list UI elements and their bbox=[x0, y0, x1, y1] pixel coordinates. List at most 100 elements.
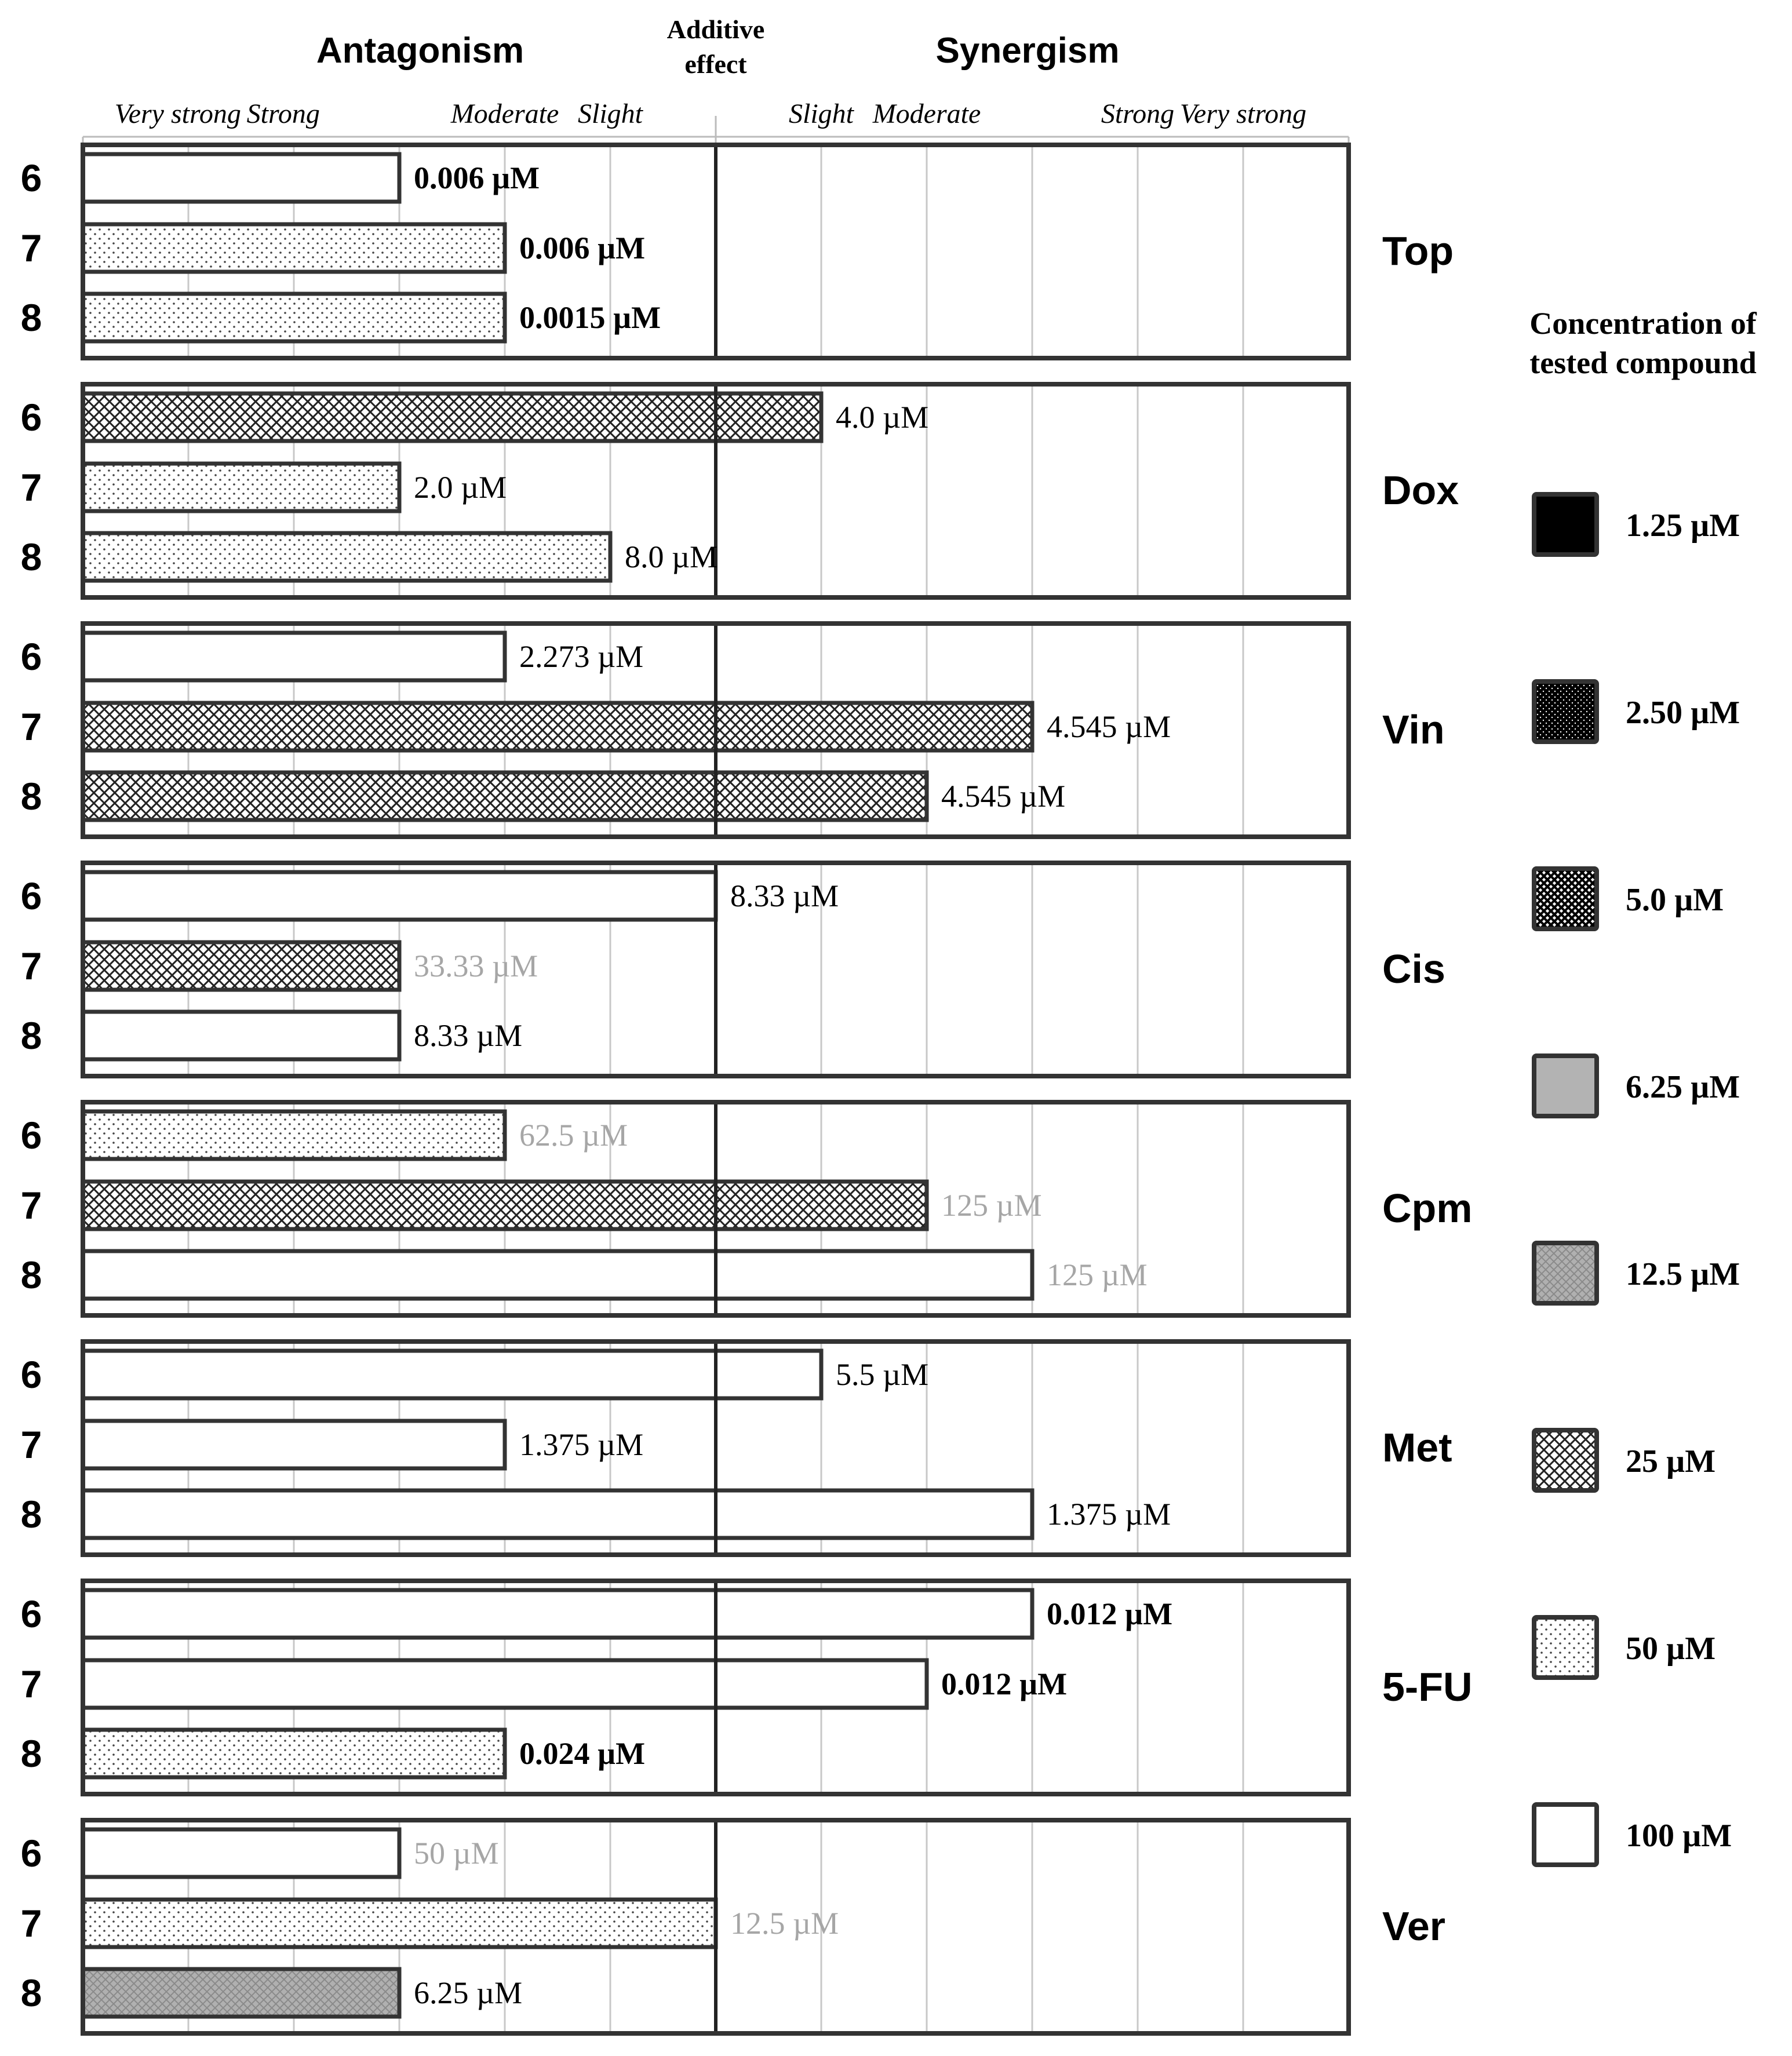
compound-label: 7 bbox=[21, 705, 42, 748]
panel-frame bbox=[81, 1100, 1351, 1318]
compound-label: 6 bbox=[21, 1592, 42, 1635]
value-label: 0.012 µM bbox=[941, 1667, 1067, 1701]
legend-label: 2.50 µM bbox=[1626, 695, 1740, 731]
legend-label: 25 µM bbox=[1626, 1443, 1715, 1479]
bar bbox=[81, 1109, 507, 1161]
value-label: 8.33 µM bbox=[730, 878, 839, 913]
bar bbox=[81, 1827, 402, 1879]
compound-label: 6 bbox=[21, 874, 42, 917]
legend-item: 12.5 µM bbox=[1532, 1241, 1740, 1306]
value-label: 0.006 µM bbox=[414, 161, 540, 195]
drug-label: Ver bbox=[1382, 1904, 1445, 1949]
bar bbox=[81, 870, 718, 922]
legend-swatch bbox=[1532, 1615, 1599, 1680]
bar bbox=[81, 1488, 1035, 1540]
panel-frame bbox=[81, 861, 1351, 1078]
compound-label: 7 bbox=[21, 1902, 42, 1945]
scale-label: Slight bbox=[578, 99, 644, 129]
bar bbox=[81, 1419, 507, 1471]
drug-label: Cis bbox=[1382, 946, 1445, 991]
value-label: 8.0 µM bbox=[625, 539, 717, 574]
compound-label: 8 bbox=[21, 1493, 42, 1536]
panel-top: 6 0.006 µM 7 0.006 µM 8 0.0015 µM Top bbox=[21, 143, 1454, 360]
legend-swatch bbox=[1532, 492, 1599, 557]
value-label: 0.006 µM bbox=[519, 231, 645, 265]
value-label: 1.375 µM bbox=[519, 1427, 643, 1462]
panel-frame bbox=[81, 621, 1351, 839]
scale-label: Strong bbox=[1101, 99, 1174, 129]
legend-item: 50 µM bbox=[1532, 1615, 1715, 1680]
value-label: 6.25 µM bbox=[414, 1975, 522, 2010]
panel-dox: 6 4.0 µM 7 2.0 µM 8 8.0 µM Dox bbox=[21, 382, 1459, 600]
compound-label: 8 bbox=[21, 1253, 42, 1296]
value-label: 8.33 µM bbox=[414, 1018, 522, 1053]
panels: 6 0.006 µM 7 0.006 µM 8 0.0015 µM Top 6 4.0 µM 7 2… bbox=[21, 143, 1473, 2036]
value-label: 0.024 µM bbox=[519, 1736, 645, 1771]
panel-frame bbox=[81, 143, 1351, 360]
bar bbox=[81, 940, 402, 992]
legend-label: 100 µM bbox=[1626, 1818, 1732, 1854]
panel-frame bbox=[81, 1818, 1351, 2036]
value-label: 0.012 µM bbox=[1047, 1596, 1172, 1631]
compound-label: 7 bbox=[21, 227, 42, 269]
compound-label: 8 bbox=[21, 535, 42, 578]
legend-label: 50 µM bbox=[1626, 1631, 1715, 1667]
legend-label: 5.0 µM bbox=[1626, 882, 1724, 918]
value-label: 125 µM bbox=[1047, 1257, 1148, 1292]
bar bbox=[81, 1897, 718, 1949]
scale-label: Very strong bbox=[115, 99, 241, 129]
drug-label: Top bbox=[1382, 228, 1454, 274]
compound-label: 7 bbox=[21, 945, 42, 987]
bar bbox=[81, 1658, 929, 1710]
bar bbox=[81, 1179, 929, 1231]
bar bbox=[81, 152, 402, 204]
bar bbox=[81, 1009, 402, 1062]
value-label: 125 µM bbox=[941, 1188, 1042, 1223]
bar bbox=[81, 1348, 824, 1401]
compound-label: 8 bbox=[21, 1014, 42, 1057]
header: Antagonism Additive effect Synergism Very st… bbox=[82, 14, 1350, 145]
compound-label: 8 bbox=[21, 1971, 42, 2014]
bar bbox=[81, 1588, 1035, 1640]
bar bbox=[81, 391, 824, 443]
value-label: 62.5 µM bbox=[519, 1118, 628, 1153]
panel-frame bbox=[81, 1339, 1351, 1557]
value-label: 5.5 µM bbox=[836, 1357, 928, 1392]
additive-heading-line2: effect bbox=[684, 49, 747, 79]
legend-title-line1: Concentration of bbox=[1529, 306, 1757, 341]
scale-label: Very strong bbox=[1180, 99, 1306, 129]
panel-frame bbox=[81, 1579, 1351, 1796]
panel-met: 6 5.5 µM 7 1.375 µM 8 1.375 µM Met bbox=[21, 1339, 1452, 1557]
value-label: 33.33 µM bbox=[414, 949, 538, 983]
legend-swatch bbox=[1532, 1053, 1599, 1118]
compound-label: 6 bbox=[21, 1114, 42, 1157]
legend-item: 2.50 µM bbox=[1532, 679, 1740, 744]
compound-label: 7 bbox=[21, 466, 42, 509]
legend-item: 1.25 µM bbox=[1532, 492, 1740, 557]
bar bbox=[81, 630, 507, 683]
compound-label: 8 bbox=[21, 296, 42, 339]
bar bbox=[81, 461, 402, 513]
legend-item: 6.25 µM bbox=[1532, 1053, 1740, 1118]
additive-heading-line1: Additive bbox=[667, 14, 765, 44]
bar bbox=[81, 222, 507, 274]
compound-label: 6 bbox=[21, 1353, 42, 1396]
compound-label: 7 bbox=[21, 1184, 42, 1227]
compound-label: 7 bbox=[21, 1663, 42, 1705]
value-label: 12.5 µM bbox=[730, 1906, 839, 1941]
legend-item: 100 µM bbox=[1532, 1802, 1732, 1867]
bar bbox=[81, 531, 613, 583]
bar bbox=[81, 291, 507, 344]
value-label: 4.545 µM bbox=[1047, 709, 1171, 744]
legend-swatch bbox=[1532, 1241, 1599, 1306]
legend-title-line2: tested compound bbox=[1529, 345, 1757, 380]
value-label: 4.0 µM bbox=[836, 400, 928, 435]
value-label: 1.375 µM bbox=[1047, 1497, 1171, 1532]
bar bbox=[81, 1727, 507, 1780]
antagonism-heading: Antagonism bbox=[316, 31, 524, 71]
legend-label: 12.5 µM bbox=[1626, 1256, 1740, 1292]
legend-label: 6.25 µM bbox=[1626, 1069, 1740, 1105]
legend-item: 5.0 µM bbox=[1532, 866, 1724, 931]
scale-label: Moderate bbox=[450, 99, 559, 129]
